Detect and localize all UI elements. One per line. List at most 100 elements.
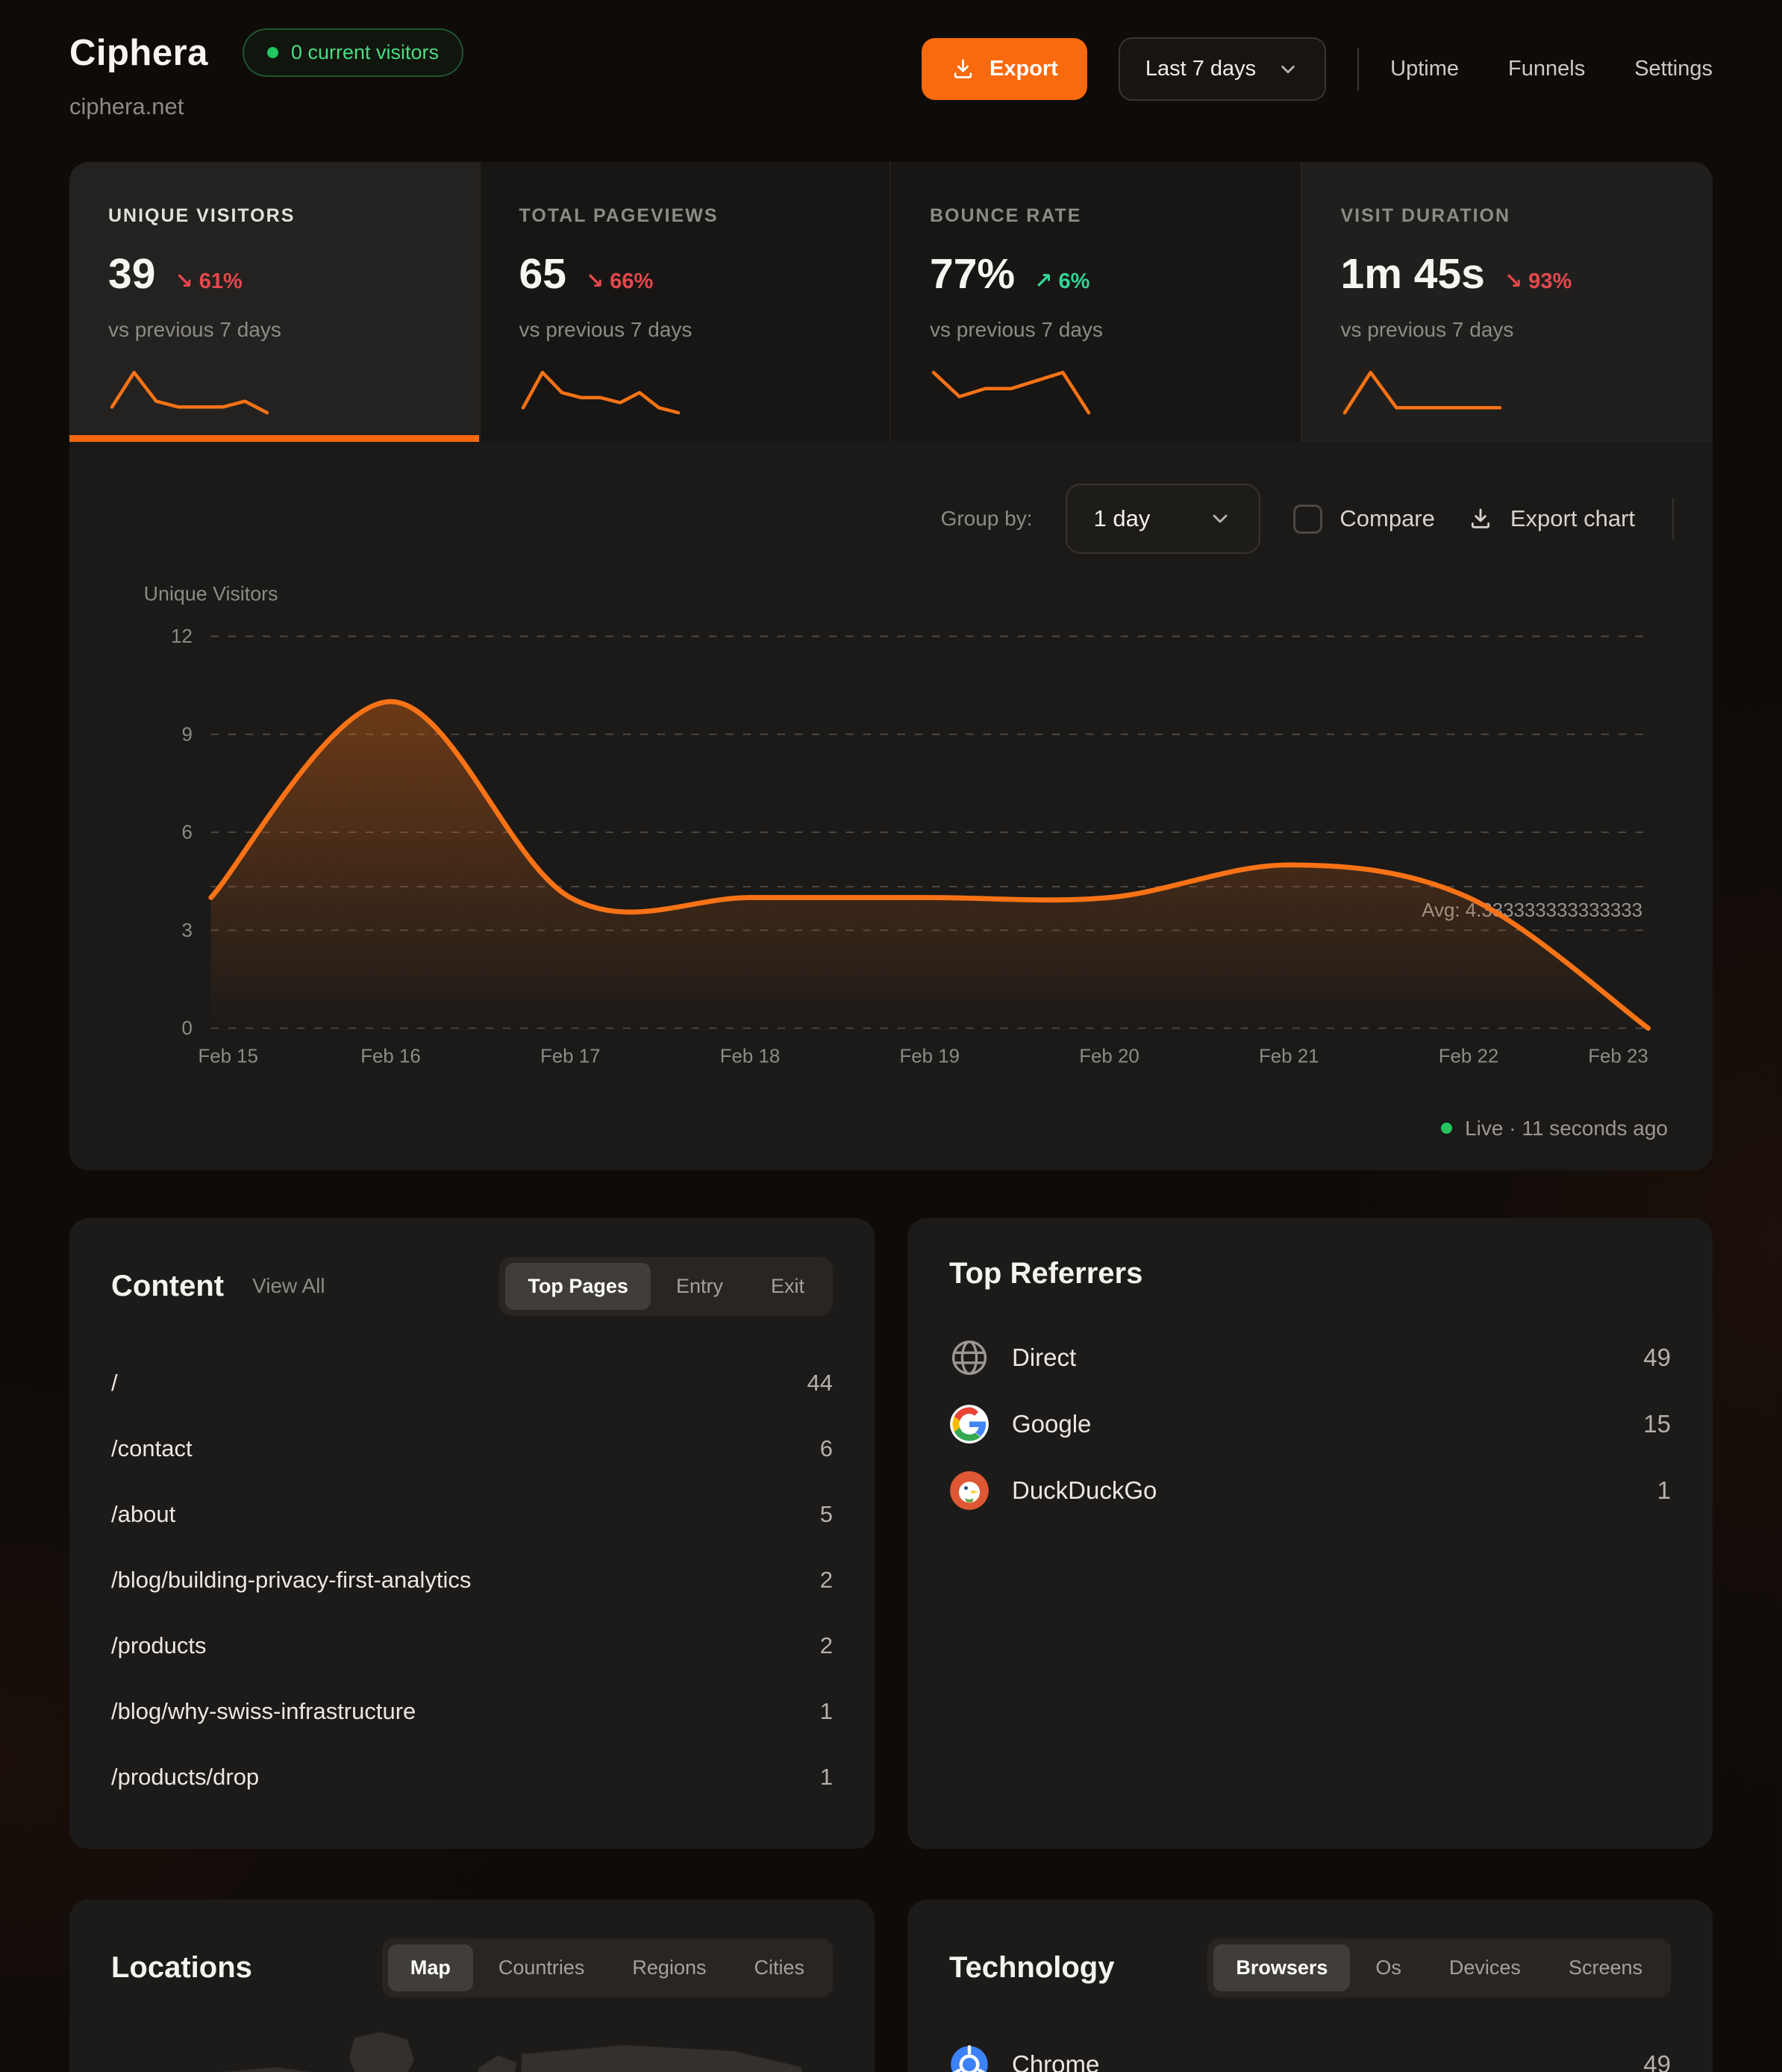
locations-card: Locations Map Countries Regions Cities bbox=[69, 1899, 875, 2072]
page-count: 1 bbox=[819, 1697, 833, 1724]
page-count: 6 bbox=[819, 1435, 833, 1461]
row-label: DuckDuckGo bbox=[1012, 1476, 1157, 1505]
content-title: Content bbox=[111, 1269, 225, 1302]
tab-map[interactable]: Map bbox=[387, 1944, 473, 1991]
nav-settings[interactable]: Settings bbox=[1634, 57, 1713, 81]
group-by-select[interactable]: 1 day bbox=[1065, 484, 1261, 554]
svg-text:Feb 19: Feb 19 bbox=[899, 1046, 960, 1067]
content-row[interactable]: / 44 bbox=[111, 1350, 833, 1416]
row-count: 1 bbox=[1657, 1476, 1671, 1505]
site-domain: ciphera.net bbox=[69, 93, 184, 119]
content-row[interactable]: /blog/building-privacy-first-analytics 2 bbox=[111, 1547, 833, 1613]
content-row[interactable]: /products 2 bbox=[111, 1613, 833, 1679]
stat-label: TOTAL PAGEVIEWS bbox=[519, 205, 719, 226]
svg-text:0: 0 bbox=[181, 1018, 192, 1039]
live-dot-icon bbox=[1441, 1123, 1453, 1135]
tab-top-pages[interactable]: Top Pages bbox=[505, 1262, 651, 1310]
date-range-select[interactable]: Last 7 days bbox=[1118, 37, 1327, 101]
nav-uptime[interactable]: Uptime bbox=[1390, 57, 1460, 81]
tab-cities[interactable]: Cities bbox=[754, 1956, 804, 1979]
svg-text:3: 3 bbox=[181, 920, 192, 941]
tab-regions[interactable]: Regions bbox=[632, 1956, 707, 1979]
export-chart-button[interactable]: Export chart bbox=[1468, 505, 1635, 532]
page-path: /blog/why-swiss-infrastructure bbox=[111, 1697, 416, 1724]
locations-tabs: Map Countries Regions Cities bbox=[381, 1938, 833, 1997]
overview-panel: UNIQUE VISITORS 39 ↘ 61% vs previous 7 d… bbox=[69, 162, 1713, 1170]
content-row[interactable]: /products/drop 1 bbox=[111, 1744, 833, 1810]
page-path: / bbox=[111, 1369, 118, 1396]
page-count: 44 bbox=[807, 1369, 833, 1396]
content-row[interactable]: /contact 6 bbox=[111, 1416, 833, 1482]
page-path: /about bbox=[111, 1500, 176, 1527]
site-title: Ciphera bbox=[69, 32, 208, 73]
content-row[interactable]: /blog/why-swiss-infrastructure 1 bbox=[111, 1679, 833, 1744]
tab-exit[interactable]: Exit bbox=[770, 1274, 804, 1297]
header: Ciphera 0 current visitors ciphera.net E… bbox=[69, 28, 1713, 120]
content-card: Content View All Top Pages Entry Exit /44/… bbox=[69, 1217, 875, 1849]
page-path: /products bbox=[111, 1632, 207, 1658]
stat-card[interactable]: BOUNCE RATE 77% ↗ 6% vs previous 7 days bbox=[891, 162, 1302, 442]
stat-card[interactable]: UNIQUE VISITORS 39 ↘ 61% vs previous 7 d… bbox=[69, 162, 481, 442]
svg-text:Feb 22: Feb 22 bbox=[1439, 1046, 1499, 1067]
stat-comparison-label: vs previous 7 days bbox=[930, 318, 1103, 341]
compare-checkbox[interactable] bbox=[1293, 504, 1323, 534]
live-status: Live · 11 seconds ago bbox=[104, 1096, 1678, 1151]
page-count: 5 bbox=[819, 1500, 833, 1527]
row-count: 49 bbox=[1643, 1344, 1671, 1372]
row-count: 15 bbox=[1643, 1410, 1671, 1438]
chart-area: Group by: 1 day Compare Export chart bbox=[69, 442, 1713, 1170]
compare-toggle[interactable]: Compare bbox=[1293, 504, 1435, 534]
country-greenland bbox=[348, 2030, 416, 2072]
stat-delta: ↘ 61% bbox=[175, 269, 243, 293]
row-label: Chrome bbox=[1012, 2050, 1100, 2072]
stat-delta: ↗ 6% bbox=[1034, 269, 1090, 293]
svg-text:Unique Visitors: Unique Visitors bbox=[144, 583, 278, 605]
tab-devices[interactable]: Devices bbox=[1448, 1956, 1521, 1979]
stat-label: UNIQUE VISITORS bbox=[108, 205, 296, 226]
referrers-card: Top Referrers Direct 49 Google 15 DuckDuck… bbox=[907, 1217, 1713, 1849]
locations-title: Locations bbox=[111, 1950, 252, 1984]
tab-browsers[interactable]: Browsers bbox=[1213, 1944, 1351, 1991]
controls-divider bbox=[1672, 498, 1674, 540]
svg-text:Feb 17: Feb 17 bbox=[540, 1046, 601, 1067]
referrer-row[interactable]: Direct 49 bbox=[949, 1325, 1671, 1391]
stat-sparkline bbox=[931, 370, 1091, 415]
current-visitors-badge[interactable]: 0 current visitors bbox=[242, 28, 463, 77]
tab-os[interactable]: Os bbox=[1375, 1956, 1401, 1979]
nav-funnels[interactable]: Funnels bbox=[1508, 57, 1586, 81]
stat-value: 39 bbox=[108, 250, 156, 298]
page-path: /contact bbox=[111, 1435, 193, 1461]
view-all-link[interactable]: View All bbox=[252, 1274, 325, 1298]
top-nav: Uptime Funnels Settings bbox=[1390, 57, 1713, 81]
tab-screens[interactable]: Screens bbox=[1568, 1956, 1642, 1979]
row-label: Direct bbox=[1012, 1344, 1077, 1372]
referrer-row[interactable]: DuckDuckGo 1 bbox=[949, 1458, 1671, 1524]
stat-label: VISIT DURATION bbox=[1340, 205, 1511, 226]
tab-countries[interactable]: Countries bbox=[498, 1956, 585, 1979]
bottom-row: Locations Map Countries Regions Cities bbox=[69, 1899, 1713, 2072]
technology-card: Technology Browsers Os Devices Screens Chro… bbox=[907, 1899, 1713, 2072]
export-button[interactable]: Export bbox=[922, 38, 1087, 100]
svg-text:12: 12 bbox=[171, 626, 193, 647]
stat-comparison-label: vs previous 7 days bbox=[519, 318, 693, 341]
tab-entry[interactable]: Entry bbox=[675, 1274, 723, 1297]
stat-card[interactable]: TOTAL PAGEVIEWS 65 ↘ 66% vs previous 7 d… bbox=[480, 162, 891, 442]
country-canada bbox=[213, 2065, 319, 2072]
stat-card[interactable]: VISIT DURATION 1m 45s ↘ 93% vs previous … bbox=[1301, 162, 1713, 442]
stat-value: 77% bbox=[930, 250, 1016, 298]
referrers-title: Top Referrers bbox=[949, 1256, 1143, 1290]
world-map[interactable] bbox=[111, 2027, 833, 2072]
svg-text:Feb 21: Feb 21 bbox=[1259, 1046, 1319, 1067]
svg-text:6: 6 bbox=[181, 823, 192, 843]
content-tabs: Top Pages Entry Exit bbox=[499, 1256, 833, 1316]
site-identity: Ciphera 0 current visitors ciphera.net bbox=[69, 28, 463, 120]
svg-text:Feb 23: Feb 23 bbox=[1588, 1046, 1648, 1067]
stat-comparison-label: vs previous 7 days bbox=[1340, 318, 1514, 341]
content-rows: / 44/contact 6/about 5/blog/building-privac… bbox=[111, 1350, 833, 1810]
referrer-row[interactable]: Google 15 bbox=[949, 1391, 1671, 1458]
technology-row[interactable]: Chrome 49 bbox=[949, 2032, 1671, 2072]
content-row[interactable]: /about 5 bbox=[111, 1482, 833, 1547]
